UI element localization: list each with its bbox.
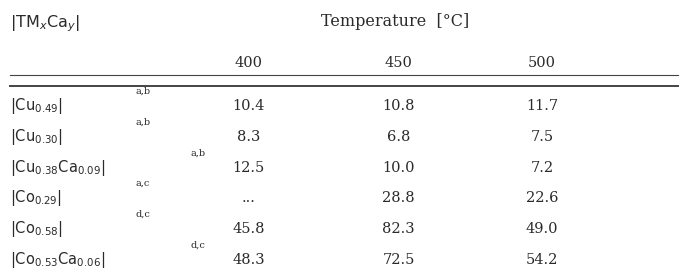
Text: ...: ... <box>241 191 255 205</box>
Text: 400: 400 <box>235 56 262 70</box>
Text: 10.8: 10.8 <box>383 99 415 113</box>
Text: 49.0: 49.0 <box>526 222 558 236</box>
Text: $|\mathrm{Cu}_{0.49}|$: $|\mathrm{Cu}_{0.49}|$ <box>10 96 63 116</box>
Text: d,c: d,c <box>136 210 151 219</box>
Text: 12.5: 12.5 <box>233 161 265 175</box>
Text: d,c: d,c <box>191 241 205 250</box>
Text: $|\mathrm{Cu}_{0.38}\mathrm{Ca}_{0.09}|$: $|\mathrm{Cu}_{0.38}\mathrm{Ca}_{0.09}|$ <box>10 158 105 178</box>
Text: 10.4: 10.4 <box>233 99 265 113</box>
Text: $|\mathrm{Co}_{0.58}|$: $|\mathrm{Co}_{0.58}|$ <box>10 219 62 239</box>
Text: 10.0: 10.0 <box>383 161 415 175</box>
Text: 28.8: 28.8 <box>383 191 415 205</box>
Text: 500: 500 <box>528 56 556 70</box>
Text: 7.5: 7.5 <box>530 130 553 144</box>
Text: 48.3: 48.3 <box>232 253 265 267</box>
Text: a,b: a,b <box>136 87 151 96</box>
Text: 54.2: 54.2 <box>526 253 558 267</box>
Text: $|\mathrm{TM}_{x}\mathrm{Ca}_{y}|$: $|\mathrm{TM}_{x}\mathrm{Ca}_{y}|$ <box>10 13 79 34</box>
Text: 45.8: 45.8 <box>233 222 265 236</box>
Text: 11.7: 11.7 <box>526 99 558 113</box>
Text: $|\mathrm{Co}_{0.29}|$: $|\mathrm{Co}_{0.29}|$ <box>10 188 61 208</box>
Text: Temperature  [°C]: Temperature [°C] <box>321 13 469 31</box>
Text: 6.8: 6.8 <box>387 130 410 144</box>
Text: 8.3: 8.3 <box>237 130 260 144</box>
Text: a,c: a,c <box>136 179 150 188</box>
Text: $|\mathrm{Cu}_{0.30}|$: $|\mathrm{Cu}_{0.30}|$ <box>10 127 63 147</box>
Text: 22.6: 22.6 <box>526 191 558 205</box>
Text: 450: 450 <box>385 56 413 70</box>
Text: a,b: a,b <box>191 148 206 157</box>
Text: 82.3: 82.3 <box>383 222 415 236</box>
Text: a,b: a,b <box>136 117 151 126</box>
Text: $|\mathrm{Co}_{0.53}\mathrm{Ca}_{0.06}|$: $|\mathrm{Co}_{0.53}\mathrm{Ca}_{0.06}|$ <box>10 250 105 270</box>
Text: 7.2: 7.2 <box>530 161 553 175</box>
Text: 72.5: 72.5 <box>383 253 415 267</box>
